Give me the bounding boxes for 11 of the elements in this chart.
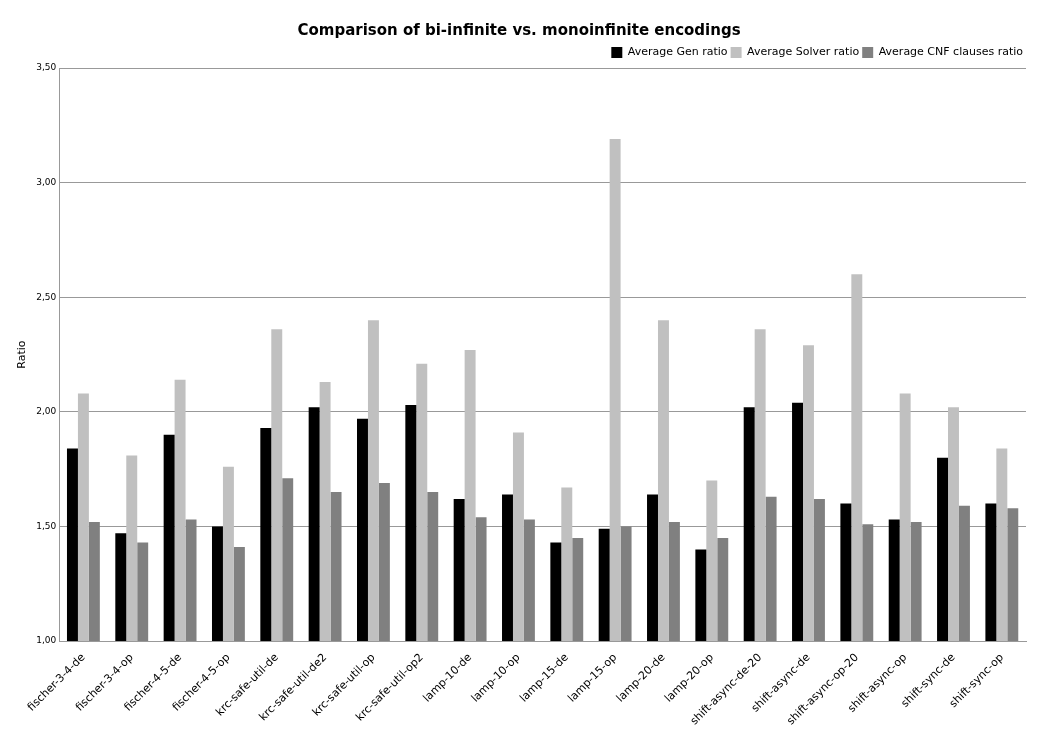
legend-label: Average CNF clauses ratio <box>878 45 1024 59</box>
legend-label: Average Gen ratio <box>627 45 728 59</box>
y-tick-label: 1,00 <box>36 635 57 646</box>
chart-title: Comparison of bi-infinite vs. monoinfinite encodings <box>297 20 741 39</box>
legend-label: Average Solver ratio <box>747 45 860 59</box>
y-tick-label: 2,50 <box>36 291 57 302</box>
y-axis-title: Ratio <box>15 340 29 369</box>
y-tick-label: 2,00 <box>36 406 57 417</box>
y-tick-label: 3,50 <box>36 62 57 73</box>
y-tick-label: 1,50 <box>36 520 57 531</box>
y-tick-label: 3,00 <box>36 176 57 187</box>
